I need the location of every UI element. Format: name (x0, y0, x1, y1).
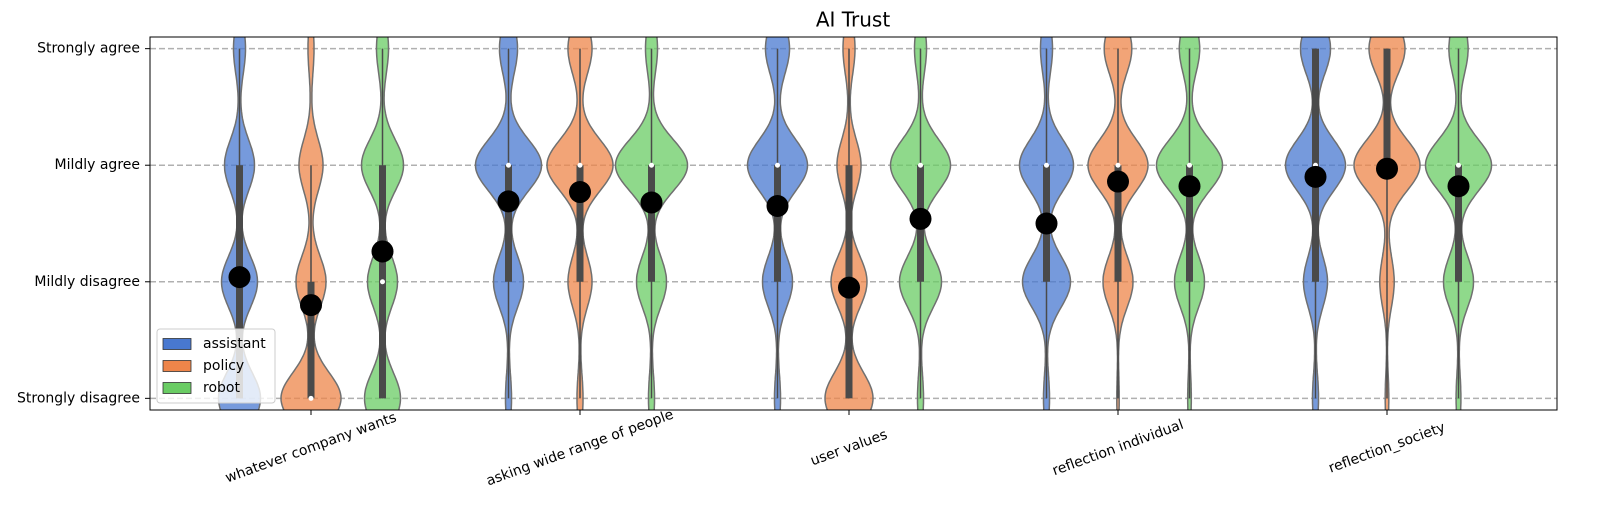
median (308, 395, 314, 401)
y-tick-label: Mildly disagree (34, 274, 140, 290)
median (506, 162, 511, 168)
median (577, 162, 583, 168)
mean-marker (300, 294, 322, 317)
mean-marker (1304, 165, 1327, 188)
mean-marker (1107, 170, 1129, 193)
mean-marker (909, 207, 932, 230)
legend-swatch (162, 338, 192, 350)
median (1115, 162, 1121, 168)
plot-area (217, 37, 1493, 410)
plot-frame (149, 36, 1558, 411)
y-tick-label: Mildly agree (54, 157, 140, 173)
median (1456, 162, 1461, 168)
mean-marker (766, 195, 789, 218)
mean-marker (1376, 157, 1398, 180)
mean-marker (1178, 175, 1201, 198)
mean-marker (1035, 212, 1058, 235)
legend-label: policy (203, 358, 244, 374)
mean-marker (640, 191, 663, 214)
legend-swatch (162, 360, 192, 372)
median (1187, 162, 1192, 168)
mean-marker (838, 276, 860, 299)
box (1186, 165, 1193, 282)
legend-label: robot (203, 380, 240, 396)
mean-marker (371, 240, 394, 263)
x-tick-label: reflection_society (1327, 419, 1448, 476)
legend-swatch (162, 382, 192, 394)
legend-label: assistant (203, 336, 266, 352)
x-tick-label: user values (808, 427, 889, 470)
box (1455, 165, 1462, 282)
median (380, 279, 385, 285)
mean-marker (569, 181, 591, 204)
box (576, 165, 584, 282)
y-tick-label: Strongly agree (37, 41, 140, 57)
chart-title: AI Trust (816, 8, 891, 32)
box (648, 165, 655, 282)
box (307, 281, 315, 399)
legend: assistant policy robot (156, 328, 276, 404)
x-tick-label: whatever company wants (223, 410, 398, 487)
box (774, 165, 781, 282)
y-tick-label: Strongly disagree (17, 390, 140, 406)
box (1383, 48, 1391, 166)
mean-marker (497, 190, 520, 213)
median (918, 162, 923, 168)
mean-marker (1447, 175, 1470, 198)
median (649, 162, 654, 168)
x-tick-label: reflection individual (1050, 417, 1186, 479)
box (505, 165, 512, 282)
median (775, 162, 780, 168)
median (1044, 162, 1049, 168)
box (1114, 165, 1122, 282)
mean-marker (228, 266, 251, 289)
x-tick-label: asking wide range of people (484, 407, 675, 490)
